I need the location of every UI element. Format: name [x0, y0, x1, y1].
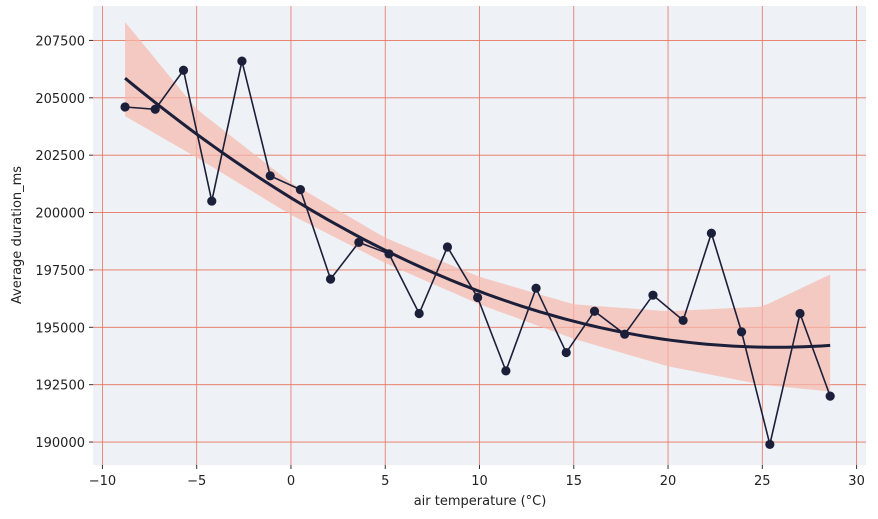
data-point: [295, 185, 305, 195]
data-point: [620, 329, 630, 339]
grid: [93, 6, 866, 465]
y-tick-label: 202500: [35, 149, 85, 164]
data-point: [325, 274, 336, 284]
data-point: [648, 290, 658, 300]
y-tick-label: 195000: [35, 321, 85, 336]
x-tick-label: 5: [381, 474, 389, 489]
data-point: [736, 327, 747, 337]
y-axis-ticks: 190000 192500 195000 197500 200000 202500 2050…: [35, 34, 93, 451]
y-tick-label: 192500: [35, 379, 85, 394]
data-point: [265, 171, 275, 181]
x-tick-label: −5: [187, 474, 206, 489]
x-tick-label: 15: [565, 474, 582, 489]
data-point: [501, 366, 511, 376]
data-point: [237, 56, 247, 66]
data-point: [178, 65, 189, 75]
x-tick-label: −10: [89, 474, 116, 489]
regression-line: [124, 77, 831, 349]
data-point: [589, 306, 600, 316]
data-point: [354, 237, 364, 247]
data-point: [384, 249, 394, 259]
x-tick-label: 30: [848, 474, 865, 489]
data-point: [795, 308, 805, 319]
y-tick-label: 205000: [35, 92, 85, 107]
data-point: [414, 308, 424, 319]
data-point: [765, 439, 775, 449]
data-point: [120, 102, 130, 112]
data-point: [561, 347, 571, 358]
data-point: [678, 315, 688, 326]
x-tick-label: 0: [287, 474, 295, 489]
x-axis-label: air temperature (°C): [414, 494, 547, 509]
y-tick-label: 207500: [35, 34, 85, 49]
data-point: [442, 242, 453, 252]
y-tick-label: 200000: [35, 207, 85, 222]
data-point: [473, 292, 483, 303]
y-axis-label: Average duration_ms: [10, 166, 25, 304]
x-axis-ticks: −10 −5 0 5 10 15 20 25 30: [89, 465, 865, 489]
y-tick-label: 190000: [35, 436, 85, 451]
data-point: [207, 196, 217, 206]
x-tick-label: 20: [660, 474, 677, 489]
confidence-band: [125, 22, 831, 392]
x-tick-label: 25: [754, 474, 771, 489]
data-point: [825, 391, 835, 401]
data-point: [150, 104, 160, 114]
data-points: [120, 56, 835, 449]
x-tick-label: 10: [471, 474, 488, 489]
data-point: [706, 228, 717, 238]
data-point: [531, 283, 541, 293]
y-tick-label: 197500: [35, 264, 85, 279]
